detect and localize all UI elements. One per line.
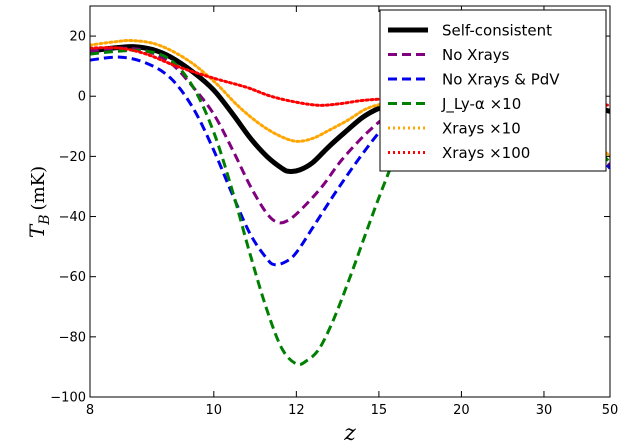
legend-box	[379, 9, 607, 172]
y-tick-label: −100	[50, 391, 86, 406]
x-tick-label: 30	[536, 403, 553, 418]
legend: Self-consistent No Xrays No Xrays & PdV J_L…	[379, 9, 607, 172]
plot-frame	[89, 5, 611, 398]
legend-label-1: No Xrays	[442, 46, 510, 64]
legend-label-5: Xrays ×100	[442, 144, 530, 162]
x-ticks: 8 10 12 15 20 30 50	[86, 6, 618, 418]
x-tick-label: 8	[86, 403, 94, 418]
y-tick-label: −40	[59, 210, 86, 225]
legend-label-3: J_Ly-α ×10	[441, 95, 521, 114]
y-tick-label: −60	[59, 270, 86, 285]
svg-text:TB(mK): TB (mK)	[25, 166, 53, 238]
x-tick-label: 10	[206, 403, 223, 418]
y-ticks: 20 0 −20 −40 −60 −80 −100	[50, 30, 610, 406]
y-tick-label: 0	[78, 90, 86, 105]
legend-label-4: Xrays ×10	[442, 120, 521, 138]
y-axis-label: TB (mK)	[25, 166, 53, 238]
x-axis-label: z	[343, 421, 356, 442]
y-axis-label-main: T	[25, 223, 49, 238]
x-tick-label: 12	[288, 403, 305, 418]
legend-label-0: Self-consistent	[442, 22, 552, 40]
y-tick-label: −20	[59, 150, 86, 165]
y-tick-label: −80	[59, 330, 86, 345]
x-tick-label: 50	[602, 403, 619, 418]
y-axis-label-sub: B	[37, 214, 53, 225]
x-tick-label: 20	[453, 403, 470, 418]
legend-label-2: No Xrays & PdV	[442, 71, 560, 89]
x-tick-label: 15	[371, 403, 388, 418]
y-tick-label: 20	[69, 30, 86, 45]
y-axis-label-unit: (mK)	[28, 166, 49, 211]
